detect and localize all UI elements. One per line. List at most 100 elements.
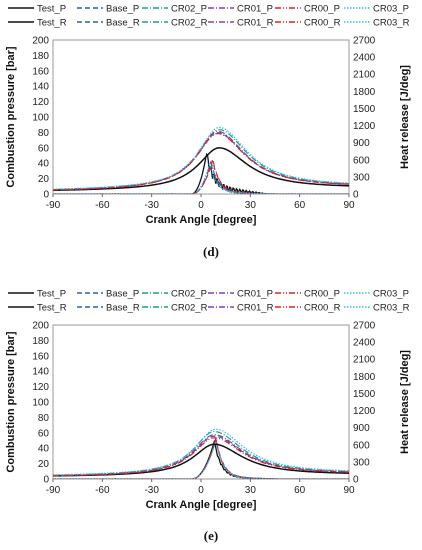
y2-tick-label: 2700 bbox=[353, 321, 376, 332]
legend-label: CR03_P bbox=[373, 4, 409, 15]
y2-axis-label: Heat release [J/deg] bbox=[399, 350, 411, 454]
legend-item: CR00_P bbox=[275, 4, 340, 15]
x-tick-label: 0 bbox=[198, 200, 204, 211]
legend-label: CR01_P bbox=[237, 289, 273, 300]
plot-frame bbox=[52, 39, 350, 195]
legend-item: CR01_P bbox=[208, 289, 273, 300]
y2-tick-label: 1500 bbox=[353, 104, 376, 115]
y-tick-label: 80 bbox=[38, 413, 50, 424]
legend-label: CR03_R bbox=[373, 18, 410, 29]
y-tick-label: 80 bbox=[38, 128, 50, 139]
legend-item: CR02_R bbox=[142, 18, 208, 29]
legend-item: CR02_P bbox=[142, 4, 207, 15]
legend-label: CR01_R bbox=[237, 18, 274, 29]
y-tick-label: 120 bbox=[32, 97, 49, 108]
y-tick-label: 20 bbox=[38, 459, 50, 470]
legend-item: CR01_R bbox=[208, 18, 274, 29]
y-axis-label: Combustion pressure [bar] bbox=[5, 331, 17, 473]
x-tick-label: -90 bbox=[46, 200, 61, 211]
series-line-Test_P bbox=[53, 147, 349, 192]
y-tick-label: 40 bbox=[38, 159, 50, 170]
y-tick-label: 100 bbox=[32, 398, 49, 409]
legend-label: Base_R bbox=[106, 18, 140, 29]
legend-label: Test_R bbox=[37, 18, 67, 29]
legend-item: Test_P bbox=[8, 289, 66, 300]
panel-label: (d) bbox=[203, 244, 219, 259]
y-tick-label: 0 bbox=[43, 475, 49, 486]
legend-label: Test_P bbox=[37, 289, 66, 300]
series-line-Test_R bbox=[53, 152, 349, 194]
series-line-CR03_R bbox=[53, 439, 349, 479]
y-tick-label: 140 bbox=[32, 82, 49, 93]
legend-item: Base_P bbox=[77, 4, 139, 15]
y2-tick-label: 1200 bbox=[353, 406, 376, 417]
series-line-CR00_P bbox=[53, 132, 349, 191]
legend-item: CR02_P bbox=[142, 289, 207, 300]
legend-label: CR02_R bbox=[171, 303, 208, 314]
legend-label: Test_P bbox=[37, 4, 66, 15]
legend-label: CR02_P bbox=[171, 289, 207, 300]
legend-label: Base_P bbox=[106, 4, 139, 15]
legend-item: Test_R bbox=[8, 18, 67, 29]
legend-item: CR01_P bbox=[208, 4, 273, 15]
series-line-CR02_P bbox=[53, 430, 349, 476]
y-tick-label: 100 bbox=[32, 113, 49, 124]
legend-item: CR01_R bbox=[208, 303, 274, 314]
y2-tick-label: 0 bbox=[353, 190, 359, 201]
y2-tick-label: 600 bbox=[353, 440, 370, 451]
y-tick-label: 160 bbox=[32, 66, 49, 77]
x-tick-label: -60 bbox=[95, 200, 110, 211]
y-tick-label: 60 bbox=[38, 143, 50, 154]
y-tick-label: 180 bbox=[32, 51, 49, 62]
legend-item: CR00_R bbox=[275, 18, 341, 29]
legend-label: CR02_R bbox=[171, 18, 208, 29]
legend: Test_P Base_P CR02_P CR01_P CR00_P CR03_P Test… bbox=[8, 289, 410, 314]
x-tick-label: -60 bbox=[95, 485, 110, 496]
chart-panel-d: Test_P Base_P CR02_P CR01_P CR00_P CR03_P Test… bbox=[5, 4, 411, 260]
y2-tick-label: 0 bbox=[353, 475, 359, 486]
legend-item: Test_R bbox=[8, 303, 67, 314]
y2-tick-label: 1200 bbox=[353, 121, 376, 132]
legend-item: CR03_P bbox=[344, 289, 409, 300]
series-line-Test_P bbox=[53, 443, 349, 477]
legend-label: CR00_R bbox=[304, 18, 341, 29]
y-tick-label: 200 bbox=[32, 321, 49, 332]
x-tick-label: -30 bbox=[144, 200, 159, 211]
legend-label: CR01_R bbox=[237, 303, 274, 314]
legend-item: Base_R bbox=[77, 18, 140, 29]
legend-label: Base_R bbox=[106, 303, 140, 314]
series-line-CR00_P bbox=[53, 437, 349, 477]
legend-item: CR02_R bbox=[142, 303, 208, 314]
x-tick-label: 60 bbox=[294, 200, 306, 211]
legend-label: CR01_P bbox=[237, 4, 273, 15]
y-tick-label: 60 bbox=[38, 428, 50, 439]
legend-item: Base_P bbox=[77, 289, 139, 300]
legend-label: CR03_P bbox=[373, 289, 409, 300]
y2-tick-label: 2100 bbox=[353, 355, 376, 366]
y-tick-label: 20 bbox=[38, 174, 50, 185]
y-tick-label: 160 bbox=[32, 351, 49, 362]
y2-tick-label: 600 bbox=[353, 155, 370, 166]
legend: Test_P Base_P CR02_P CR01_P CR00_P CR03_P Test… bbox=[8, 4, 410, 29]
x-tick-label: 90 bbox=[343, 485, 355, 496]
x-tick-label: -30 bbox=[144, 485, 159, 496]
y2-tick-label: 2400 bbox=[353, 338, 376, 349]
y-tick-label: 40 bbox=[38, 444, 50, 455]
legend-item: CR03_R bbox=[344, 18, 410, 29]
y2-tick-label: 300 bbox=[353, 172, 370, 183]
series-lines bbox=[53, 428, 349, 479]
x-tick-label: 90 bbox=[343, 200, 355, 211]
legend-label: Base_P bbox=[106, 289, 139, 300]
legend-label: CR03_R bbox=[373, 303, 410, 314]
series-line-CR03_P bbox=[53, 428, 349, 476]
y-axis-label: Combustion pressure [bar] bbox=[5, 46, 17, 188]
legend-label: CR00_P bbox=[304, 4, 340, 15]
x-tick-label: 30 bbox=[245, 485, 257, 496]
panel-label: (e) bbox=[204, 528, 218, 543]
y2-tick-label: 1800 bbox=[353, 87, 376, 98]
y2-axis-label: Heat release [J/deg] bbox=[399, 65, 411, 169]
legend-label: CR00_R bbox=[304, 303, 341, 314]
y-tick-label: 140 bbox=[32, 367, 49, 378]
y-tick-label: 180 bbox=[32, 336, 49, 347]
x-axis-label: Crank Angle [degree] bbox=[146, 214, 257, 226]
